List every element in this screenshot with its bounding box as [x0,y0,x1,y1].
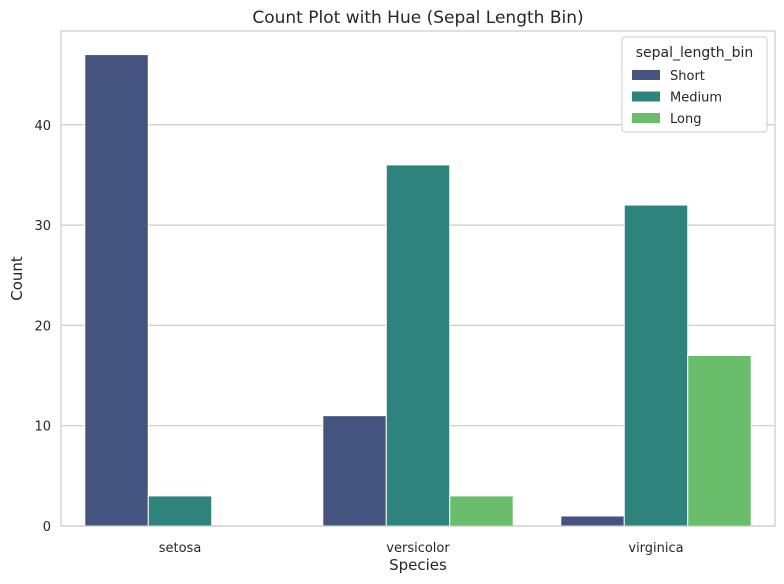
legend-title: sepal_length_bin [636,45,754,61]
bar-virginica-long [687,354,752,527]
bars [84,54,752,527]
y-tick-label-10: 10 [34,420,51,435]
bar-versicolor-medium [385,164,451,527]
legend-label-long: Long [670,112,701,127]
y-tick-label-40: 40 [34,119,51,134]
bar-setosa-medium [147,495,213,527]
y-tick-label-30: 30 [34,219,51,234]
legend-label-short: Short [670,69,705,84]
bar-virginica-short [560,515,625,527]
x-tick-labels: setosa versicolor virginica [159,541,684,556]
bar-virginica-medium [623,204,689,527]
plot-frame [60,30,776,527]
x-tick-label-versicolor: versicolor [386,541,450,556]
y-axis-label: Count [8,256,26,301]
x-tick-label-setosa: setosa [159,541,202,556]
legend-swatch-medium [632,91,660,102]
legend-entries: Short Medium Long [632,69,722,127]
x-tick-label-virginica: virginica [628,541,683,556]
bar-setosa-short [84,54,149,527]
chart-title: Count Plot with Hue (Sepal Length Bin) [252,8,583,28]
x-axis-label: Species [389,556,447,574]
legend-label-medium: Medium [670,91,722,106]
y-tick-label-0: 0 [43,520,51,535]
legend: sepal_length_bin Short Medium Long [621,36,768,133]
legend-swatch-long [632,113,660,123]
legend-box [621,36,768,133]
bar-versicolor-short [322,415,387,527]
bar-versicolor-long [449,495,514,527]
y-tick-label-20: 20 [34,319,51,334]
y-tick-labels: 0 10 20 30 40 [34,119,51,535]
legend-swatch-short [632,70,660,80]
